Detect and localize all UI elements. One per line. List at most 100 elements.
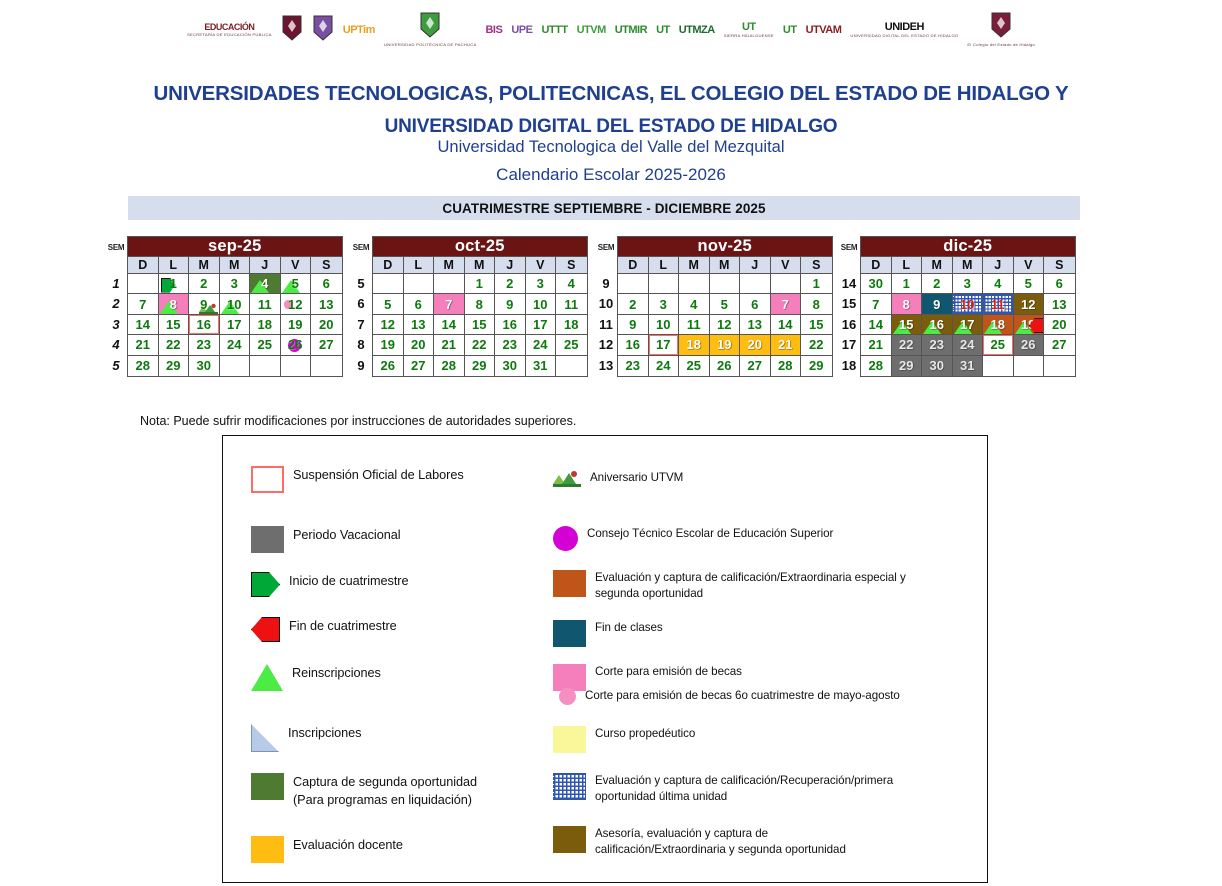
calendar-day-cell[interactable]: 19 xyxy=(280,314,311,336)
calendar-day-cell[interactable]: 17 xyxy=(952,314,983,336)
calendar-day-cell[interactable]: 24 xyxy=(525,335,556,356)
calendar-day-cell[interactable]: 27 xyxy=(740,355,771,376)
calendar-day-cell[interactable]: 17 xyxy=(648,335,679,356)
calendar-day-cell[interactable]: 26 xyxy=(709,355,740,376)
calendar-day-cell[interactable]: 13 xyxy=(1044,294,1075,315)
calendar-day-cell[interactable]: 21 xyxy=(770,335,801,356)
calendar-day-cell[interactable]: 17 xyxy=(525,314,556,336)
calendar-day-cell[interactable]: 1 xyxy=(464,274,495,295)
calendar-day-cell[interactable]: 4 xyxy=(556,274,587,295)
calendar-day-cell[interactable]: 14 xyxy=(434,314,465,336)
calendar-day-cell[interactable]: 4 xyxy=(250,274,281,295)
calendar-day-cell[interactable]: 10 xyxy=(219,294,250,315)
calendar-day-cell[interactable]: 15 xyxy=(891,314,922,336)
calendar-day-cell[interactable]: 8 xyxy=(464,294,495,315)
calendar-day-cell[interactable]: 26 xyxy=(373,355,404,376)
calendar-day-cell[interactable]: 21 xyxy=(128,335,159,356)
calendar-day-cell[interactable]: 10 xyxy=(648,314,679,336)
calendar-day-cell[interactable]: 28 xyxy=(128,355,159,376)
calendar-day-cell[interactable]: 5 xyxy=(280,274,311,295)
calendar-day-cell[interactable]: 7 xyxy=(434,294,465,315)
calendar-day-cell[interactable]: 18 xyxy=(679,335,710,356)
calendar-day-cell[interactable]: 23 xyxy=(922,335,953,356)
calendar-day-cell[interactable]: 27 xyxy=(1044,335,1075,356)
calendar-day-cell[interactable]: 2 xyxy=(618,294,649,315)
calendar-day-cell[interactable]: 6 xyxy=(740,294,771,315)
calendar-day-cell[interactable]: 24 xyxy=(219,335,250,356)
calendar-day-cell[interactable]: 24 xyxy=(952,335,983,356)
calendar-day-cell[interactable]: 20 xyxy=(403,335,434,356)
calendar-day-cell[interactable]: 27 xyxy=(403,355,434,376)
calendar-day-cell[interactable]: 29 xyxy=(158,355,189,376)
calendar-day-cell[interactable]: 24 xyxy=(648,355,679,376)
calendar-day-cell[interactable]: 30 xyxy=(922,355,953,376)
calendar-day-cell[interactable]: 28 xyxy=(770,355,801,376)
calendar-day-cell[interactable]: 23 xyxy=(189,335,220,356)
calendar-day-cell[interactable]: 14 xyxy=(770,314,801,336)
calendar-day-cell[interactable]: 7 xyxy=(770,294,801,315)
calendar-day-cell[interactable]: 7 xyxy=(861,294,892,315)
calendar-day-cell[interactable]: 25 xyxy=(250,335,281,356)
calendar-day-cell[interactable]: 13 xyxy=(403,314,434,336)
calendar-day-cell[interactable]: 8 xyxy=(801,294,832,315)
calendar-day-cell[interactable]: 8 xyxy=(158,294,189,315)
calendar-day-cell[interactable]: 9 xyxy=(618,314,649,336)
calendar-day-cell[interactable]: 3 xyxy=(952,274,983,295)
calendar-day-cell[interactable]: 2 xyxy=(922,274,953,295)
calendar-day-cell[interactable]: 1 xyxy=(801,274,832,295)
calendar-day-cell[interactable]: 28 xyxy=(434,355,465,376)
calendar-day-cell[interactable]: 2 xyxy=(189,274,220,295)
calendar-day-cell[interactable]: 3 xyxy=(648,294,679,315)
calendar-day-cell[interactable]: 9 xyxy=(189,294,220,315)
calendar-day-cell[interactable]: 6 xyxy=(311,274,342,295)
calendar-day-cell[interactable]: 11 xyxy=(250,294,281,315)
calendar-day-cell[interactable]: 6 xyxy=(403,294,434,315)
calendar-day-cell[interactable]: 16 xyxy=(495,314,526,336)
calendar-day-cell[interactable]: 11 xyxy=(556,294,587,315)
calendar-day-cell[interactable]: 15 xyxy=(464,314,495,336)
calendar-day-cell[interactable]: 30 xyxy=(189,355,220,376)
calendar-day-cell[interactable]: 22 xyxy=(464,335,495,356)
calendar-day-cell[interactable]: 28 xyxy=(861,355,892,376)
calendar-day-cell[interactable]: 10 xyxy=(525,294,556,315)
calendar-day-cell[interactable]: 20 xyxy=(311,314,342,336)
calendar-day-cell[interactable]: 7 xyxy=(128,294,159,315)
calendar-day-cell[interactable]: 22 xyxy=(801,335,832,356)
calendar-day-cell[interactable]: 21 xyxy=(434,335,465,356)
calendar-day-cell[interactable]: 26 xyxy=(280,335,311,356)
calendar-day-cell[interactable]: 18 xyxy=(983,314,1014,336)
calendar-day-cell[interactable]: 1 xyxy=(891,274,922,295)
calendar-day-cell[interactable]: 16 xyxy=(189,314,220,336)
calendar-day-cell[interactable]: 3 xyxy=(525,274,556,295)
calendar-day-cell[interactable]: 4 xyxy=(679,294,710,315)
calendar-day-cell[interactable]: 11 xyxy=(983,294,1014,315)
calendar-day-cell[interactable]: 6 xyxy=(1044,274,1075,295)
calendar-day-cell[interactable]: 29 xyxy=(464,355,495,376)
calendar-day-cell[interactable]: 10 xyxy=(952,294,983,315)
calendar-day-cell[interactable]: 29 xyxy=(801,355,832,376)
calendar-day-cell[interactable]: 20 xyxy=(740,335,771,356)
calendar-day-cell[interactable]: 18 xyxy=(556,314,587,336)
calendar-day-cell[interactable]: 30 xyxy=(861,274,892,295)
calendar-day-cell[interactable]: 23 xyxy=(618,355,649,376)
calendar-day-cell[interactable]: 18 xyxy=(250,314,281,336)
calendar-day-cell[interactable]: 12 xyxy=(1013,294,1044,315)
calendar-day-cell[interactable]: 20 xyxy=(1044,314,1075,336)
calendar-day-cell[interactable]: 12 xyxy=(709,314,740,336)
calendar-day-cell[interactable]: 27 xyxy=(311,335,342,356)
calendar-day-cell[interactable]: 16 xyxy=(618,335,649,356)
calendar-day-cell[interactable]: 25 xyxy=(679,355,710,376)
calendar-day-cell[interactable]: 12 xyxy=(373,314,404,336)
calendar-day-cell[interactable]: 17 xyxy=(219,314,250,336)
calendar-day-cell[interactable]: 22 xyxy=(158,335,189,356)
calendar-day-cell[interactable]: 31 xyxy=(525,355,556,376)
calendar-day-cell[interactable]: 9 xyxy=(495,294,526,315)
calendar-day-cell[interactable]: 1 xyxy=(158,274,189,295)
calendar-day-cell[interactable]: 8 xyxy=(891,294,922,315)
calendar-day-cell[interactable]: 23 xyxy=(495,335,526,356)
calendar-day-cell[interactable]: 13 xyxy=(311,294,342,315)
calendar-day-cell[interactable]: 11 xyxy=(679,314,710,336)
calendar-day-cell[interactable]: 4 xyxy=(983,274,1014,295)
calendar-day-cell[interactable]: 3 xyxy=(219,274,250,295)
calendar-day-cell[interactable]: 2 xyxy=(495,274,526,295)
